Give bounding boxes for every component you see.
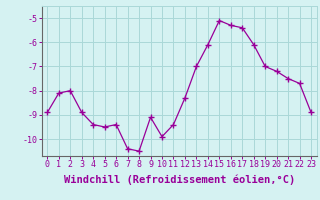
X-axis label: Windchill (Refroidissement éolien,°C): Windchill (Refroidissement éolien,°C) <box>64 175 295 185</box>
